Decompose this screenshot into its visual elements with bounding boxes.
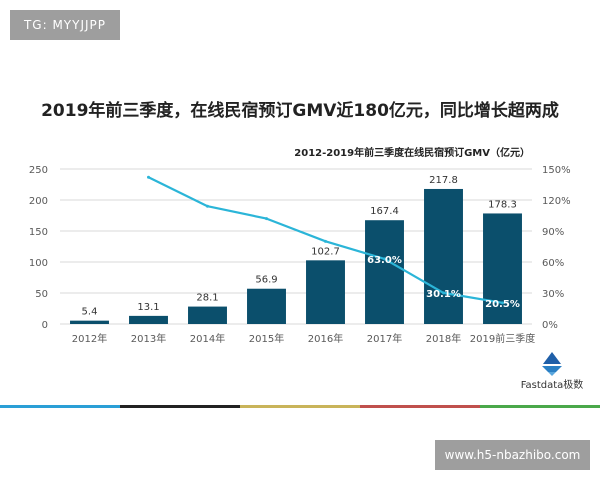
line-point — [147, 175, 150, 179]
x-tick-label: 2013年 — [131, 332, 166, 345]
y-tick-label-right: 60% — [542, 258, 564, 269]
y-tick-label-right: 0% — [542, 320, 558, 331]
brand-label: Fastdata极数 — [520, 380, 584, 391]
x-tick-label: 2014年 — [190, 332, 225, 345]
footer-strip-segment — [240, 405, 360, 408]
line-point — [383, 257, 386, 261]
x-tick-label: 2012年 — [72, 332, 107, 345]
footer-strip-segment — [120, 405, 240, 408]
y-tick-label-right: 120% — [542, 196, 571, 207]
line-point — [265, 217, 268, 221]
line-point — [442, 291, 445, 295]
x-tick-label: 2015年 — [249, 332, 284, 345]
bar — [70, 320, 109, 324]
bar — [483, 213, 522, 324]
bar — [247, 288, 286, 324]
bar — [129, 315, 168, 324]
x-tick-label: 2019前三季度 — [470, 332, 535, 345]
line-point — [324, 239, 327, 243]
bar-value-label: 28.1 — [196, 293, 218, 304]
y-tick-label-left: 150 — [29, 227, 48, 238]
y-tick-label-right: 90% — [542, 227, 564, 238]
line-point — [501, 301, 504, 305]
bar — [188, 306, 227, 324]
bar-value-label: 217.8 — [429, 175, 458, 186]
x-tick-label: 2018年 — [426, 332, 461, 345]
top-watermark: TG: MYYJJPP — [10, 10, 120, 40]
y-tick-label-left: 100 — [29, 258, 48, 269]
chart-subtitle: 2012-2019年前三季度在线民宿预订GMV（亿元） — [294, 148, 530, 159]
footer-color-strip — [0, 405, 600, 408]
bar-value-label: 13.1 — [137, 302, 159, 313]
line-value-label: 30.1% — [426, 289, 461, 300]
bar-value-label: 178.3 — [488, 199, 517, 210]
bar-value-label: 56.9 — [255, 275, 277, 286]
fastdata-logo-icon — [542, 352, 562, 376]
y-tick-label-right: 30% — [542, 289, 564, 300]
bar — [424, 188, 463, 324]
line-point — [206, 204, 209, 208]
y-tick-label-left: 0 — [42, 320, 48, 331]
footer-strip-segment — [360, 405, 480, 408]
bottom-watermark: www.h5-nbazhibo.com — [435, 440, 590, 470]
x-tick-label: 2017年 — [367, 332, 402, 345]
y-tick-label-left: 250 — [29, 165, 48, 176]
y-tick-label-left: 200 — [29, 196, 48, 207]
bar-value-label: 102.7 — [311, 246, 340, 257]
bar-value-label: 167.4 — [370, 206, 399, 217]
bar-value-label: 5.4 — [82, 307, 98, 318]
line-value-label: 20.5% — [485, 299, 520, 310]
line-value-label: 63.0% — [367, 255, 402, 266]
footer-strip-segment — [480, 405, 600, 408]
bar — [306, 260, 345, 324]
x-tick-label: 2016年 — [308, 332, 343, 345]
chart-title: 2019年前三季度，在线民宿预订GMV近180亿元，同比增长超两成 — [41, 101, 559, 121]
footer-strip-segment — [0, 405, 120, 408]
y-tick-label-right: 150% — [542, 165, 571, 176]
bar — [365, 220, 404, 324]
y-tick-label-left: 50 — [35, 289, 48, 300]
